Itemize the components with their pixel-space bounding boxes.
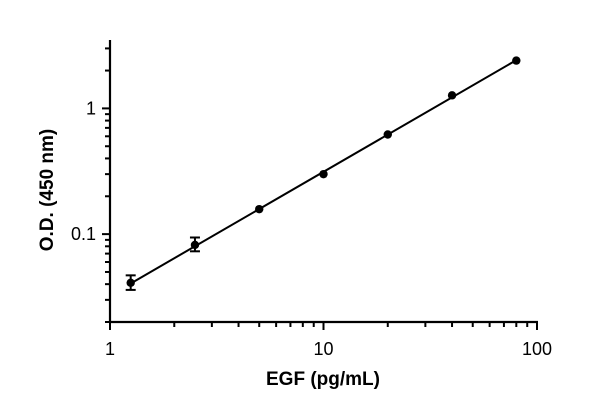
y-axis-title: O.D. (450 nm) [37, 129, 58, 251]
y-axis-ticks: 0.11 [71, 47, 110, 323]
data-series [125, 56, 521, 291]
data-point [319, 169, 328, 179]
y-tick-label: 1 [86, 98, 96, 118]
data-point [126, 278, 135, 288]
x-tick-label: 100 [522, 339, 552, 359]
y-tick-label: 0.1 [71, 224, 96, 244]
data-point [190, 240, 200, 250]
data-point [383, 130, 392, 139]
x-tick-label: 10 [313, 339, 333, 359]
x-axis-ticks: 1 10 100 [105, 322, 552, 359]
data-point [255, 204, 264, 214]
x-tick-label: 1 [105, 339, 115, 359]
data-point [512, 56, 521, 65]
x-axis-title: EGF (pg/mL) [266, 369, 380, 390]
data-point [447, 91, 457, 100]
axes [108, 40, 538, 324]
